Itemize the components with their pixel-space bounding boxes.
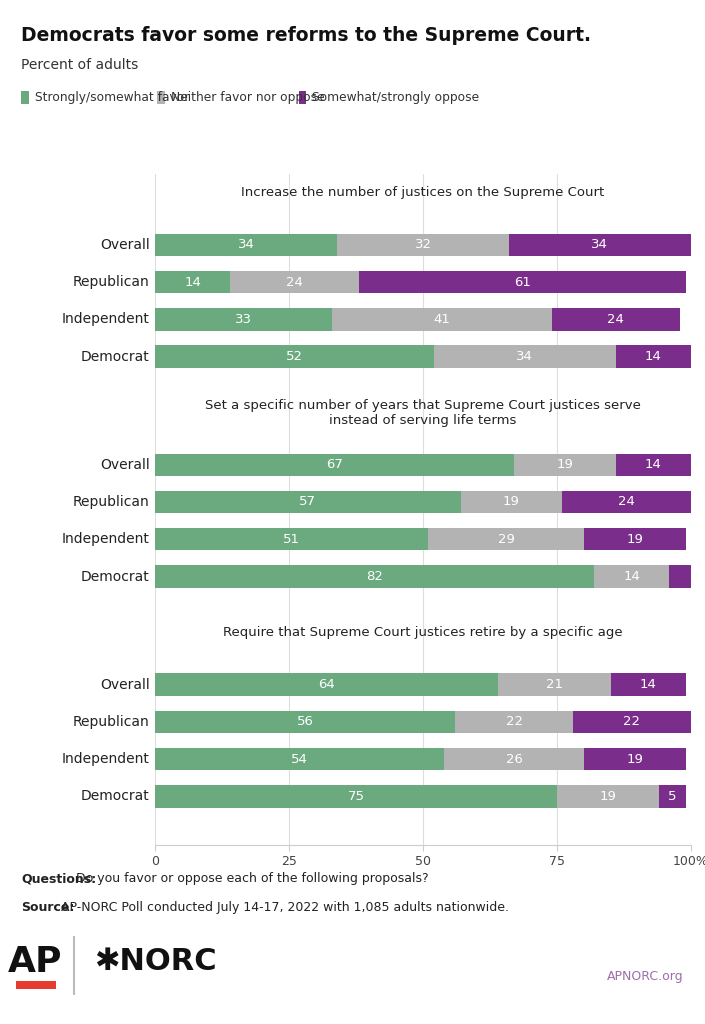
Bar (616, 345, 691, 368)
Text: 24: 24 (286, 275, 303, 289)
Text: 22: 22 (505, 716, 522, 728)
Text: 61: 61 (514, 275, 531, 289)
Text: 54: 54 (291, 753, 308, 766)
Text: Independent: Independent (61, 532, 149, 546)
Bar (444, 748, 584, 770)
Bar (670, 565, 691, 588)
Bar (155, 345, 434, 368)
Bar (429, 528, 584, 551)
Text: Republican: Republican (73, 495, 149, 509)
Bar (155, 490, 460, 513)
Text: Somewhat/strongly oppose: Somewhat/strongly oppose (312, 91, 479, 103)
Text: 33: 33 (235, 313, 252, 326)
Text: 41: 41 (434, 313, 450, 326)
Bar (155, 233, 337, 256)
Text: Independent: Independent (61, 312, 149, 327)
Text: 26: 26 (505, 753, 522, 766)
Bar (359, 271, 685, 293)
Text: 34: 34 (591, 239, 608, 251)
Text: 14: 14 (639, 678, 656, 691)
Text: 19: 19 (556, 458, 573, 471)
Text: 34: 34 (516, 350, 533, 364)
Text: Overall: Overall (100, 458, 149, 472)
Bar (155, 528, 429, 551)
Text: 19: 19 (599, 790, 616, 803)
Text: Questions:: Questions: (21, 872, 97, 886)
Text: 19: 19 (503, 496, 520, 509)
Text: Overall: Overall (100, 238, 149, 252)
Text: 67: 67 (326, 458, 343, 471)
Text: 64: 64 (318, 678, 335, 691)
Bar (155, 271, 230, 293)
Bar (573, 711, 691, 733)
Bar (509, 233, 691, 256)
Text: 52: 52 (286, 350, 303, 364)
Text: Democrat: Democrat (81, 790, 149, 804)
Bar (155, 674, 498, 695)
Bar (155, 454, 514, 476)
Text: Republican: Republican (73, 715, 149, 729)
Text: ✱NORC: ✱NORC (94, 947, 216, 976)
Bar (155, 711, 455, 733)
Bar (557, 785, 658, 808)
Text: 14: 14 (645, 458, 662, 471)
Bar (155, 565, 594, 588)
Bar (584, 528, 685, 551)
Text: 14: 14 (623, 570, 640, 583)
Text: Increase the number of justices on the Supreme Court: Increase the number of justices on the S… (241, 186, 605, 200)
Text: Democrats favor some reforms to the Supreme Court.: Democrats favor some reforms to the Supr… (21, 26, 591, 45)
Bar (434, 345, 616, 368)
Bar (230, 271, 359, 293)
Text: 22: 22 (623, 716, 640, 728)
Text: 32: 32 (415, 239, 431, 251)
Bar (551, 308, 680, 331)
Text: Source:: Source: (21, 901, 75, 914)
Text: AP: AP (8, 944, 63, 979)
Bar (337, 233, 509, 256)
Text: Democrat: Democrat (81, 349, 149, 364)
Text: 19: 19 (626, 753, 643, 766)
Text: Do you favor or oppose each of the following proposals?: Do you favor or oppose each of the follo… (72, 872, 429, 886)
Bar (332, 308, 551, 331)
Text: Neither favor nor oppose: Neither favor nor oppose (171, 91, 324, 103)
Bar (611, 674, 685, 695)
Text: 19: 19 (626, 532, 643, 546)
Text: 34: 34 (238, 239, 255, 251)
Bar (616, 454, 691, 476)
Text: 24: 24 (608, 313, 625, 326)
Bar (563, 490, 691, 513)
Bar (155, 748, 444, 770)
Bar (155, 785, 557, 808)
Text: 29: 29 (498, 532, 515, 546)
Bar (584, 748, 685, 770)
Text: 5: 5 (668, 790, 676, 803)
Text: 57: 57 (300, 496, 317, 509)
Text: 51: 51 (283, 532, 300, 546)
Bar (498, 674, 611, 695)
Bar (514, 454, 616, 476)
Text: 14: 14 (184, 275, 201, 289)
Text: Democrat: Democrat (81, 569, 149, 584)
Text: 24: 24 (618, 496, 635, 509)
Bar (658, 785, 685, 808)
Text: 21: 21 (546, 678, 563, 691)
Text: Percent of adults: Percent of adults (21, 58, 138, 73)
Text: Require that Supreme Court justices retire by a specific age: Require that Supreme Court justices reti… (223, 626, 623, 639)
Bar (155, 308, 332, 331)
Text: 82: 82 (367, 570, 384, 583)
Bar (460, 490, 563, 513)
Text: Republican: Republican (73, 275, 149, 289)
Text: 75: 75 (348, 790, 364, 803)
Text: AP-NORC Poll conducted July 14-17, 2022 with 1,085 adults nationwide.: AP-NORC Poll conducted July 14-17, 2022 … (56, 901, 509, 914)
Text: 14: 14 (645, 350, 662, 364)
Bar (594, 565, 670, 588)
Text: Independent: Independent (61, 752, 149, 766)
Bar (455, 711, 573, 733)
Text: 56: 56 (297, 716, 314, 728)
Text: APNORC.org: APNORC.org (607, 971, 684, 983)
Text: Strongly/somewhat favor: Strongly/somewhat favor (35, 91, 189, 103)
Text: Overall: Overall (100, 678, 149, 691)
Text: Set a specific number of years that Supreme Court justices serve
instead of serv: Set a specific number of years that Supr… (205, 398, 641, 427)
